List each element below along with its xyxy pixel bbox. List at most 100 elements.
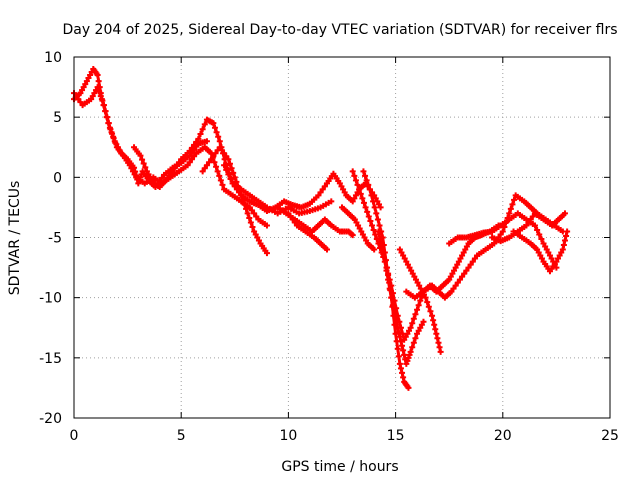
data-point — [375, 201, 382, 208]
data-point — [499, 228, 506, 235]
data-point — [538, 255, 545, 262]
data-point — [397, 365, 404, 372]
data-point — [210, 120, 217, 127]
data-point — [459, 252, 466, 259]
data-point — [400, 347, 407, 354]
data-point — [447, 273, 454, 280]
data-point — [94, 84, 101, 91]
data-point — [405, 384, 412, 391]
data-point — [197, 131, 204, 138]
data-point — [221, 150, 228, 157]
data-point — [372, 231, 379, 238]
data-point — [341, 189, 348, 196]
data-point — [536, 231, 543, 238]
data-point — [287, 213, 294, 220]
y-tick-label: 0 — [53, 170, 62, 186]
chart-title: Day 204 of 2025, Sidereal Day-to-day VTE… — [62, 22, 617, 38]
data-point — [246, 204, 253, 211]
data-point — [201, 165, 208, 172]
data-point — [188, 144, 195, 151]
data-point — [415, 327, 422, 334]
data-point — [225, 156, 232, 163]
data-point — [416, 282, 423, 289]
data-point — [221, 162, 228, 169]
data-point — [289, 216, 296, 223]
data-point — [107, 126, 114, 133]
data-point — [212, 150, 219, 157]
data-point — [315, 192, 322, 199]
data-point — [559, 246, 566, 253]
data-point — [140, 160, 147, 167]
data-point — [231, 174, 238, 181]
data-point — [454, 279, 461, 286]
y-tick-label: 5 — [53, 110, 62, 126]
data-point — [75, 96, 82, 103]
data-point — [362, 204, 369, 211]
data-point — [249, 223, 256, 230]
data-point — [353, 219, 360, 226]
data-point — [403, 258, 410, 265]
data-point — [336, 180, 343, 187]
data-point — [218, 147, 225, 154]
data-point — [263, 222, 270, 229]
data-point — [409, 320, 416, 327]
data-point — [446, 276, 453, 283]
x-tick-label: 20 — [494, 428, 512, 444]
series-markers-arc-11 — [375, 228, 427, 367]
x-tick-label: 10 — [279, 428, 297, 444]
data-point — [251, 210, 258, 217]
data-point — [186, 159, 193, 166]
data-point — [228, 165, 235, 172]
data-point — [409, 270, 416, 277]
data-point — [352, 177, 359, 184]
data-point — [406, 351, 413, 358]
data-point — [396, 360, 403, 367]
data-point — [338, 183, 345, 190]
plot-area — [71, 66, 571, 391]
data-point — [206, 159, 213, 166]
data-point — [463, 267, 470, 274]
data-point — [398, 249, 405, 256]
data-point — [229, 180, 236, 187]
data-point — [357, 190, 364, 197]
series-line-arc-1 — [72, 67, 209, 189]
data-point — [534, 226, 541, 233]
data-point — [77, 90, 84, 97]
data-point — [225, 171, 232, 178]
data-point — [396, 333, 403, 340]
data-point — [236, 189, 243, 196]
data-point — [231, 183, 238, 190]
data-point — [374, 216, 381, 223]
data-point — [457, 255, 464, 262]
data-point — [407, 348, 414, 355]
data-point — [396, 246, 403, 253]
data-point — [531, 222, 538, 229]
data-point — [540, 240, 547, 247]
data-point — [529, 213, 536, 220]
data-point — [459, 273, 466, 280]
data-point — [506, 210, 513, 217]
data-point — [455, 258, 462, 265]
data-point — [352, 192, 359, 199]
data-point — [405, 354, 412, 361]
data-point — [214, 168, 221, 175]
data-point — [429, 312, 436, 319]
series-markers-arc-14 — [446, 210, 560, 271]
data-point — [147, 174, 154, 181]
data-point — [497, 231, 504, 238]
data-point — [340, 186, 347, 193]
data-point — [243, 205, 250, 212]
data-point — [367, 217, 374, 224]
data-point — [463, 243, 470, 250]
data-point — [112, 139, 119, 146]
data-point — [399, 369, 406, 376]
data-point — [227, 175, 234, 182]
data-point — [110, 135, 117, 142]
y-tick-label: -20 — [39, 411, 62, 427]
data-point — [558, 249, 565, 256]
data-point — [216, 144, 223, 151]
data-point — [223, 153, 230, 160]
data-point — [363, 237, 370, 244]
data-point — [397, 338, 404, 345]
data-point — [91, 90, 98, 97]
